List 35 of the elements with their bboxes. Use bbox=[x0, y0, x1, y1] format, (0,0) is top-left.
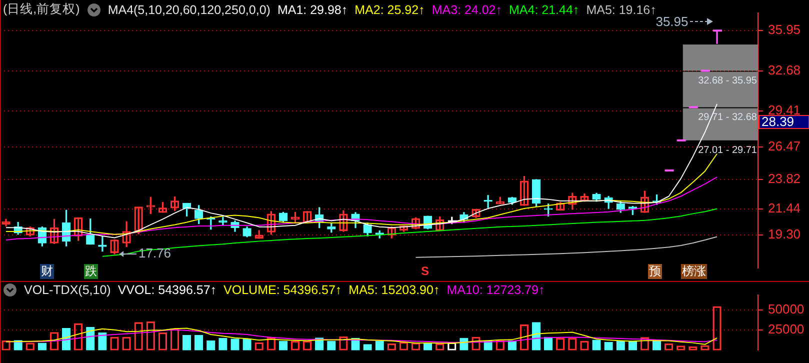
y-tick-label: 19.30 bbox=[768, 226, 801, 242]
text: MA3: 24.02↑ bbox=[432, 2, 502, 16]
text: MA2: 25.92↑ bbox=[354, 2, 425, 16]
chart-title: (日线,前复权) bbox=[3, 1, 80, 18]
chart-subtitle: MA4(5,10,20,60,120,250,0,0) bbox=[108, 2, 270, 16]
y-tick-label: 23.82 bbox=[768, 171, 801, 186]
annotation: 预 bbox=[648, 264, 662, 279]
text: MA4: 21.44↑ bbox=[509, 2, 580, 16]
candlestick bbox=[713, 30, 722, 44]
annotation: 35.95 bbox=[655, 14, 690, 29]
y-tick-label: 50000 bbox=[768, 302, 804, 317]
annotation: VVOL: 54396.57↑ bbox=[118, 283, 217, 297]
text: MA5: 19.16↑ bbox=[586, 2, 656, 16]
band-label: 32.68 - 35.95 bbox=[698, 76, 758, 87]
band-label: 27.01 - 29.71 bbox=[698, 145, 758, 156]
text: MA10: 12723.79↑ bbox=[446, 283, 545, 297]
bar bbox=[182, 335, 192, 350]
annotation: 跌 bbox=[84, 264, 98, 279]
annotation: 财 bbox=[40, 264, 54, 279]
bar bbox=[98, 332, 107, 350]
y-tick-label: 35.95 bbox=[768, 22, 801, 38]
text: MA1: 29.98↑ bbox=[277, 2, 348, 16]
annotation: VOLUME: 54396.57↑ bbox=[224, 283, 342, 297]
bar bbox=[194, 335, 204, 350]
bar bbox=[532, 322, 541, 350]
y-tick-label: 26.47 bbox=[768, 138, 801, 154]
y-tick-label: 21.44 bbox=[768, 200, 801, 216]
y-tick-label: 32.68 bbox=[768, 62, 801, 78]
annotation: 17.76 bbox=[138, 246, 172, 261]
text: MA5: 15203.90↑ bbox=[348, 283, 440, 297]
text: 28.39 bbox=[758, 114, 809, 129]
annotation: S bbox=[420, 264, 430, 279]
y-tick-label: 25000 bbox=[768, 322, 804, 337]
chart-subtitle: VOL-TDX(5,10) bbox=[24, 283, 111, 297]
annotation: 榜涨 bbox=[681, 264, 707, 279]
